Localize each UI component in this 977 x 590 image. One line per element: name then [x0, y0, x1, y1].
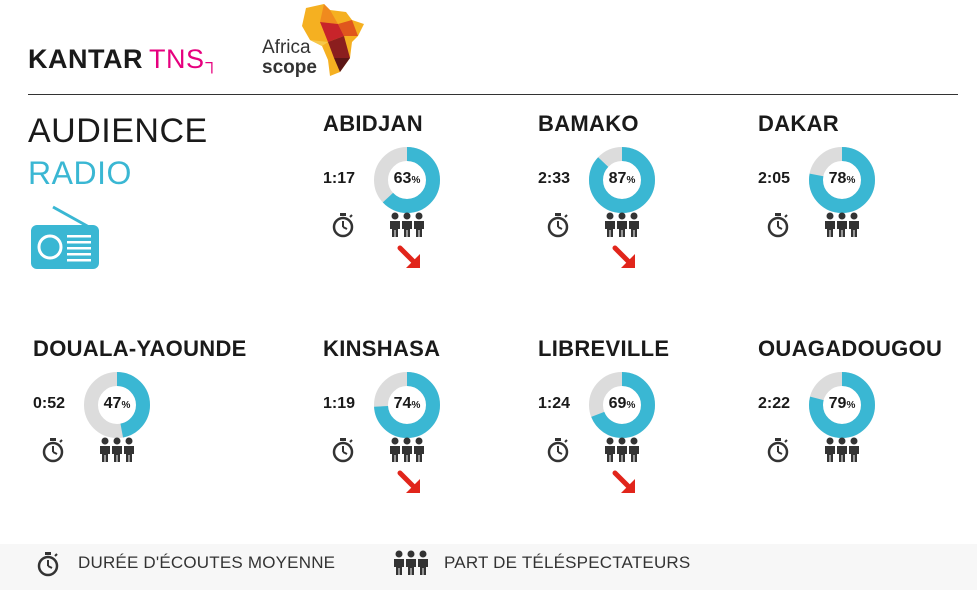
percent-sign: %: [121, 400, 131, 411]
listening-duration: 0:52: [33, 395, 66, 412]
share-value: 47%: [83, 395, 151, 413]
city-panel-bamako: BAMAKO 2:33 87%: [538, 111, 768, 311]
percent-sign: %: [626, 400, 636, 411]
donut-arc: [809, 147, 875, 213]
kantar-wordmark: KANTAR: [28, 44, 143, 74]
share-number: 74: [393, 395, 412, 412]
share-value: 78%: [808, 170, 876, 188]
africa-wordmark: Africa: [262, 37, 311, 58]
donut-arc: [589, 147, 655, 213]
africa-map-icon: [302, 4, 364, 76]
city-panel-douala-yaounde: DOUALA-YAOUNDE 0:52 47%: [33, 336, 263, 536]
listening-duration: 1:17: [323, 170, 356, 187]
share-number: 78: [828, 170, 847, 187]
legend-share-label: PART DE TÉLÉSPECTATEURS: [444, 553, 691, 572]
city-panel-dakar: DAKAR 2:05 78%: [758, 111, 977, 311]
stopwatch-icon: [547, 213, 569, 238]
share-value: 74%: [373, 395, 441, 413]
stopwatch-icon: [547, 438, 569, 463]
audience-share-donut: [374, 372, 440, 438]
audience-share-donut: [84, 372, 150, 438]
legend-duration-label: DURÉE D'ÉCOUTES MOYENNE: [78, 553, 336, 572]
stopwatch-icon: [332, 438, 354, 463]
audience-share-donut: [809, 147, 875, 213]
percent-sign: %: [411, 400, 421, 411]
percent-sign: %: [846, 400, 856, 411]
city-name: KINSHASA: [323, 336, 441, 361]
audience-share-donut: [589, 147, 655, 213]
people-icon: [100, 437, 134, 462]
people-icon: [390, 437, 424, 462]
legend-bar: [0, 544, 977, 590]
kantar-tns-logo: KANTAR TNS┐: [28, 44, 219, 75]
donut-arc: [374, 147, 440, 213]
tns-hook-mark: ┐: [205, 52, 219, 72]
radio-icon: [31, 205, 99, 269]
donut-arc: [809, 372, 875, 438]
people-icon: [390, 212, 424, 237]
stopwatch-icon: [332, 213, 354, 238]
stopwatch-icon: [767, 438, 789, 463]
share-value: 63%: [373, 170, 441, 188]
trend-down-arrow-icon: [612, 470, 635, 493]
percent-sign: %: [411, 175, 421, 186]
share-number: 47: [103, 395, 122, 412]
donut-arc: [84, 372, 150, 438]
percent-sign: %: [626, 175, 636, 186]
city-name: OUAGADOUGOU: [758, 336, 943, 361]
trend-down-arrow-icon: [612, 245, 635, 268]
audience-share-donut: [809, 372, 875, 438]
people-icon: [394, 550, 428, 575]
listening-duration: 2:33: [538, 170, 571, 187]
trend-down-arrow-icon: [397, 470, 420, 493]
people-icon: [825, 437, 859, 462]
share-number: 69: [608, 395, 627, 412]
donut-arc: [589, 372, 655, 438]
stopwatch-icon: [37, 552, 59, 577]
listening-duration: 2:22: [758, 395, 791, 412]
percent-sign: %: [846, 175, 856, 186]
share-number: 79: [828, 395, 847, 412]
city-name: DAKAR: [758, 111, 839, 136]
city-name: DOUALA-YAOUNDE: [33, 336, 247, 361]
share-number: 87: [608, 170, 627, 187]
people-icon: [605, 212, 639, 237]
stopwatch-icon: [767, 213, 789, 238]
tns-wordmark: TNS: [148, 44, 205, 74]
donut-arc: [374, 372, 440, 438]
city-panel-ouagadougou: OUAGADOUGOU 2:22 79%: [758, 336, 977, 536]
city-name: LIBREVILLE: [538, 336, 670, 361]
trend-down-arrow-icon: [397, 245, 420, 268]
scope-wordmark: scope: [262, 57, 317, 78]
africascope-logo: Africa scope: [262, 38, 317, 78]
listening-duration: 2:05: [758, 170, 791, 187]
city-name: BAMAKO: [538, 111, 639, 136]
share-value: 79%: [808, 395, 876, 413]
audience-share-donut: [374, 147, 440, 213]
page-subtitle: RADIO: [28, 155, 132, 191]
people-icon: [825, 212, 859, 237]
audience-share-donut: [589, 372, 655, 438]
share-number: 63: [393, 170, 412, 187]
listening-duration: 1:19: [323, 395, 356, 412]
listening-duration: 1:24: [538, 395, 571, 412]
header-divider: [28, 94, 958, 95]
stopwatch-icon: [42, 438, 64, 463]
share-value: 69%: [588, 395, 656, 413]
city-name: ABIDJAN: [323, 111, 423, 136]
share-value: 87%: [588, 170, 656, 188]
page-title: AUDIENCE: [28, 112, 208, 150]
city-panel-libreville: LIBREVILLE 1:24 69%: [538, 336, 768, 536]
city-panel-kinshasa: KINSHASA 1:19 74%: [323, 336, 553, 536]
people-icon: [605, 437, 639, 462]
city-panel-abidjan: ABIDJAN 1:17 63%: [323, 111, 553, 311]
